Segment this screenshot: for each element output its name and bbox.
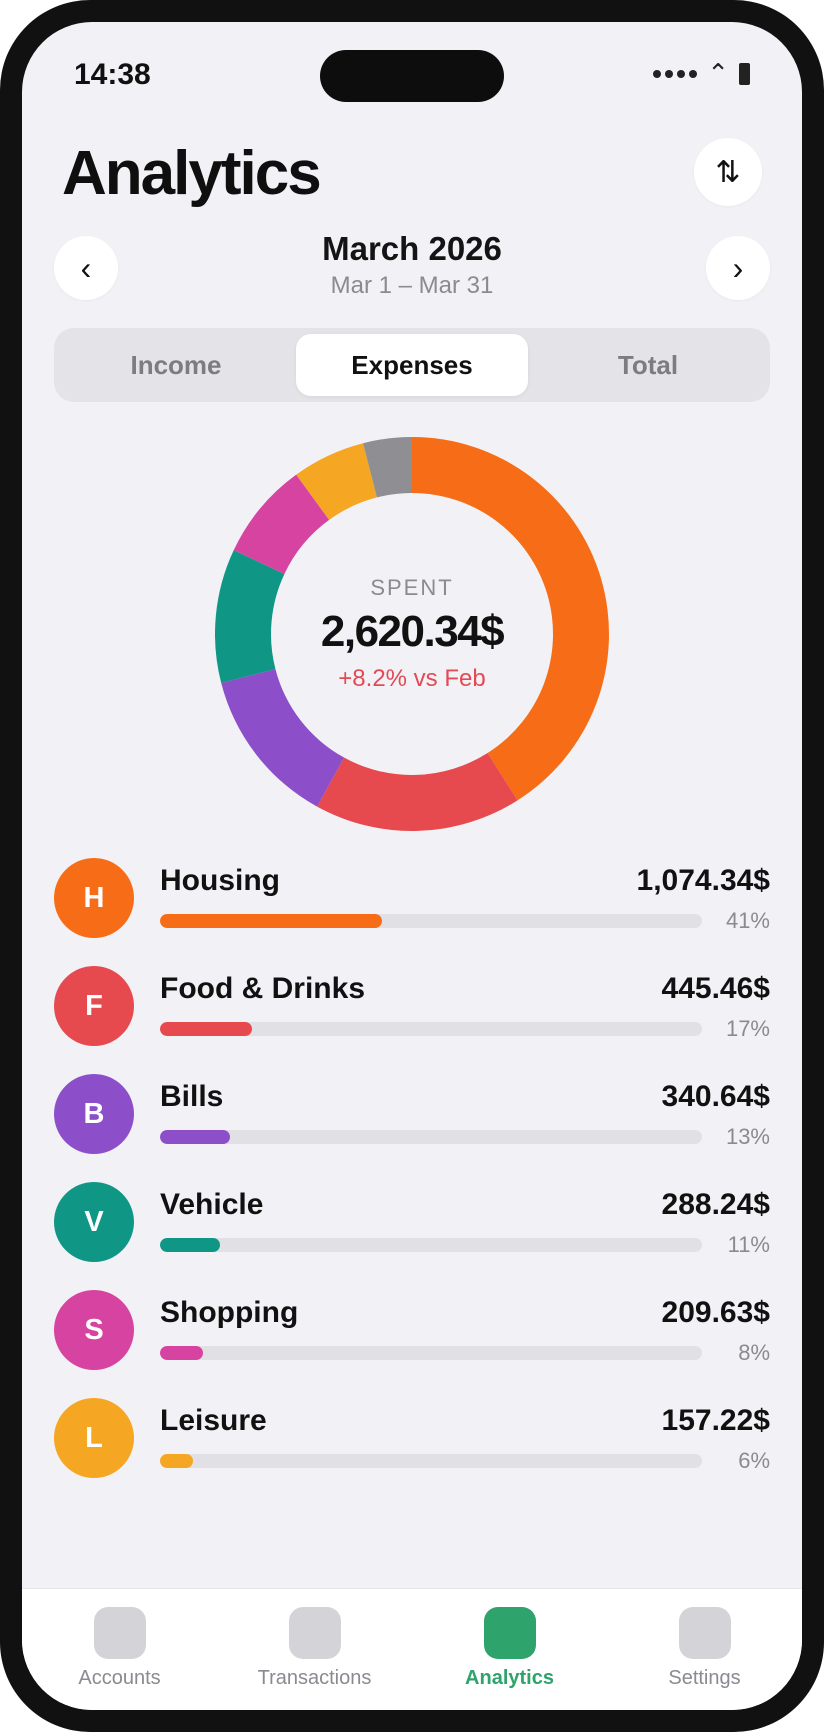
category-avatar: V (54, 1182, 134, 1262)
category-row-housing[interactable]: H Housing 1,074.34$ 41% (54, 858, 770, 966)
category-progress-fill (160, 914, 383, 928)
category-amount: 1,074.34$ (636, 864, 770, 897)
previous-month-button[interactable]: ‹ (54, 236, 118, 300)
category-progress-track (160, 914, 702, 928)
category-row-bills[interactable]: B Bills 340.64$ 13% (54, 1074, 770, 1182)
spent-label: SPENT (370, 575, 454, 600)
category-amount: 445.46$ (661, 972, 770, 1005)
category-progress-track (160, 1454, 702, 1468)
analytics-icon (483, 1607, 536, 1659)
category-amount: 157.22$ (661, 1404, 770, 1437)
category-name: Food & Drinks (160, 972, 366, 1005)
category-amount: 288.24$ (661, 1188, 770, 1221)
segment-total[interactable]: Total (617, 349, 679, 380)
battery-icon (739, 62, 750, 85)
chevron-right-icon: › (732, 249, 744, 286)
category-progress-track (160, 1238, 702, 1252)
dynamic-island (320, 50, 504, 102)
category-name: Shopping (160, 1296, 299, 1329)
category-name: Housing (160, 864, 280, 897)
category-percent: 6% (738, 1448, 770, 1473)
segmented-control: Income Expenses Total (54, 328, 770, 402)
category-progress-track (160, 1346, 702, 1360)
tab-bar: Accounts Transactions Analytics Settings (22, 1588, 802, 1710)
transactions-icon (288, 1607, 341, 1659)
category-percent: 8% (738, 1340, 770, 1365)
segment-income[interactable]: Income (130, 349, 222, 380)
category-percent: 13% (725, 1124, 770, 1149)
donut-slice-other (363, 437, 412, 498)
category-avatar: B (54, 1074, 134, 1154)
month-title: March 2026 (322, 230, 502, 267)
category-progress-track (160, 1022, 702, 1036)
donut-slice-shopping (233, 474, 330, 574)
status-time: 14:38 (74, 58, 151, 91)
category-row-shopping[interactable]: S Shopping 209.63$ 8% (54, 1290, 770, 1398)
category-progress-fill (160, 1022, 253, 1036)
tab-label: Settings (668, 1667, 741, 1689)
category-progress-track (160, 1130, 702, 1144)
wifi-icon: ⌃ (707, 58, 729, 88)
next-month-button[interactable]: › (706, 236, 770, 300)
sort-icon: ⇅ (715, 155, 741, 189)
category-avatar: L (54, 1398, 134, 1478)
spent-change: +8.2% vs Feb (338, 665, 486, 692)
tab-transactions[interactable]: Transactions (217, 1607, 412, 1690)
signal-icon (653, 69, 698, 78)
donut-slice-vehicle (215, 550, 285, 683)
status-icons: ⌃ (653, 58, 750, 89)
accounts-icon (93, 1607, 146, 1659)
tab-settings[interactable]: Settings (607, 1607, 802, 1690)
sort-button[interactable]: ⇅ (694, 138, 762, 206)
category-row-vehicle[interactable]: V Vehicle 288.24$ 11% (54, 1182, 770, 1290)
category-avatar: S (54, 1290, 134, 1370)
category-progress-fill (160, 1130, 231, 1144)
category-percent: 17% (725, 1016, 770, 1041)
tab-label: Transactions (257, 1667, 372, 1689)
tab-accounts[interactable]: Accounts (22, 1607, 217, 1690)
category-name: Bills (160, 1080, 224, 1113)
phone-screen: 14:38 ⌃ Analytics ⇅ ‹ March 2026 Mar 1 –… (22, 22, 802, 1710)
category-amount: 209.63$ (661, 1296, 770, 1329)
category-progress-fill (160, 1454, 193, 1468)
category-name: Leisure (160, 1404, 267, 1437)
category-list: H Housing 1,074.34$ 41% F Food & Drinks … (54, 858, 770, 1506)
donut-slice-food-drinks (317, 753, 518, 831)
category-avatar: H (54, 858, 134, 938)
month-range: Mar 1 – Mar 31 (330, 272, 494, 299)
donut-svg (215, 437, 609, 831)
settings-icon (678, 1607, 731, 1659)
page-title: Analytics (62, 139, 322, 208)
category-progress-fill (160, 1346, 204, 1360)
tab-label: Accounts (78, 1667, 161, 1689)
category-row-food-drinks[interactable]: F Food & Drinks 445.46$ 17% (54, 966, 770, 1074)
tab-analytics[interactable]: Analytics (412, 1607, 607, 1690)
category-percent: 11% (727, 1232, 770, 1257)
category-name: Vehicle (160, 1188, 264, 1221)
donut-slice-leisure (296, 443, 377, 520)
spent-total: 2,620.34$ (320, 607, 505, 656)
tab-label: Analytics (465, 1667, 554, 1689)
donut-slice-housing (412, 437, 609, 801)
segment-expenses[interactable]: Expenses (296, 334, 528, 396)
donut-slice-bills (221, 669, 345, 807)
category-row-leisure[interactable]: L Leisure 157.22$ 6% (54, 1398, 770, 1506)
category-percent: 41% (725, 908, 770, 933)
category-progress-fill (160, 1238, 220, 1252)
category-amount: 340.64$ (661, 1080, 770, 1113)
expenses-donut-chart: SPENT 2,620.34$ +8.2% vs Feb (215, 437, 609, 831)
chevron-left-icon: ‹ (80, 249, 92, 286)
donut-center: SPENT 2,620.34$ +8.2% vs Feb (215, 437, 609, 831)
category-avatar: F (54, 966, 134, 1046)
